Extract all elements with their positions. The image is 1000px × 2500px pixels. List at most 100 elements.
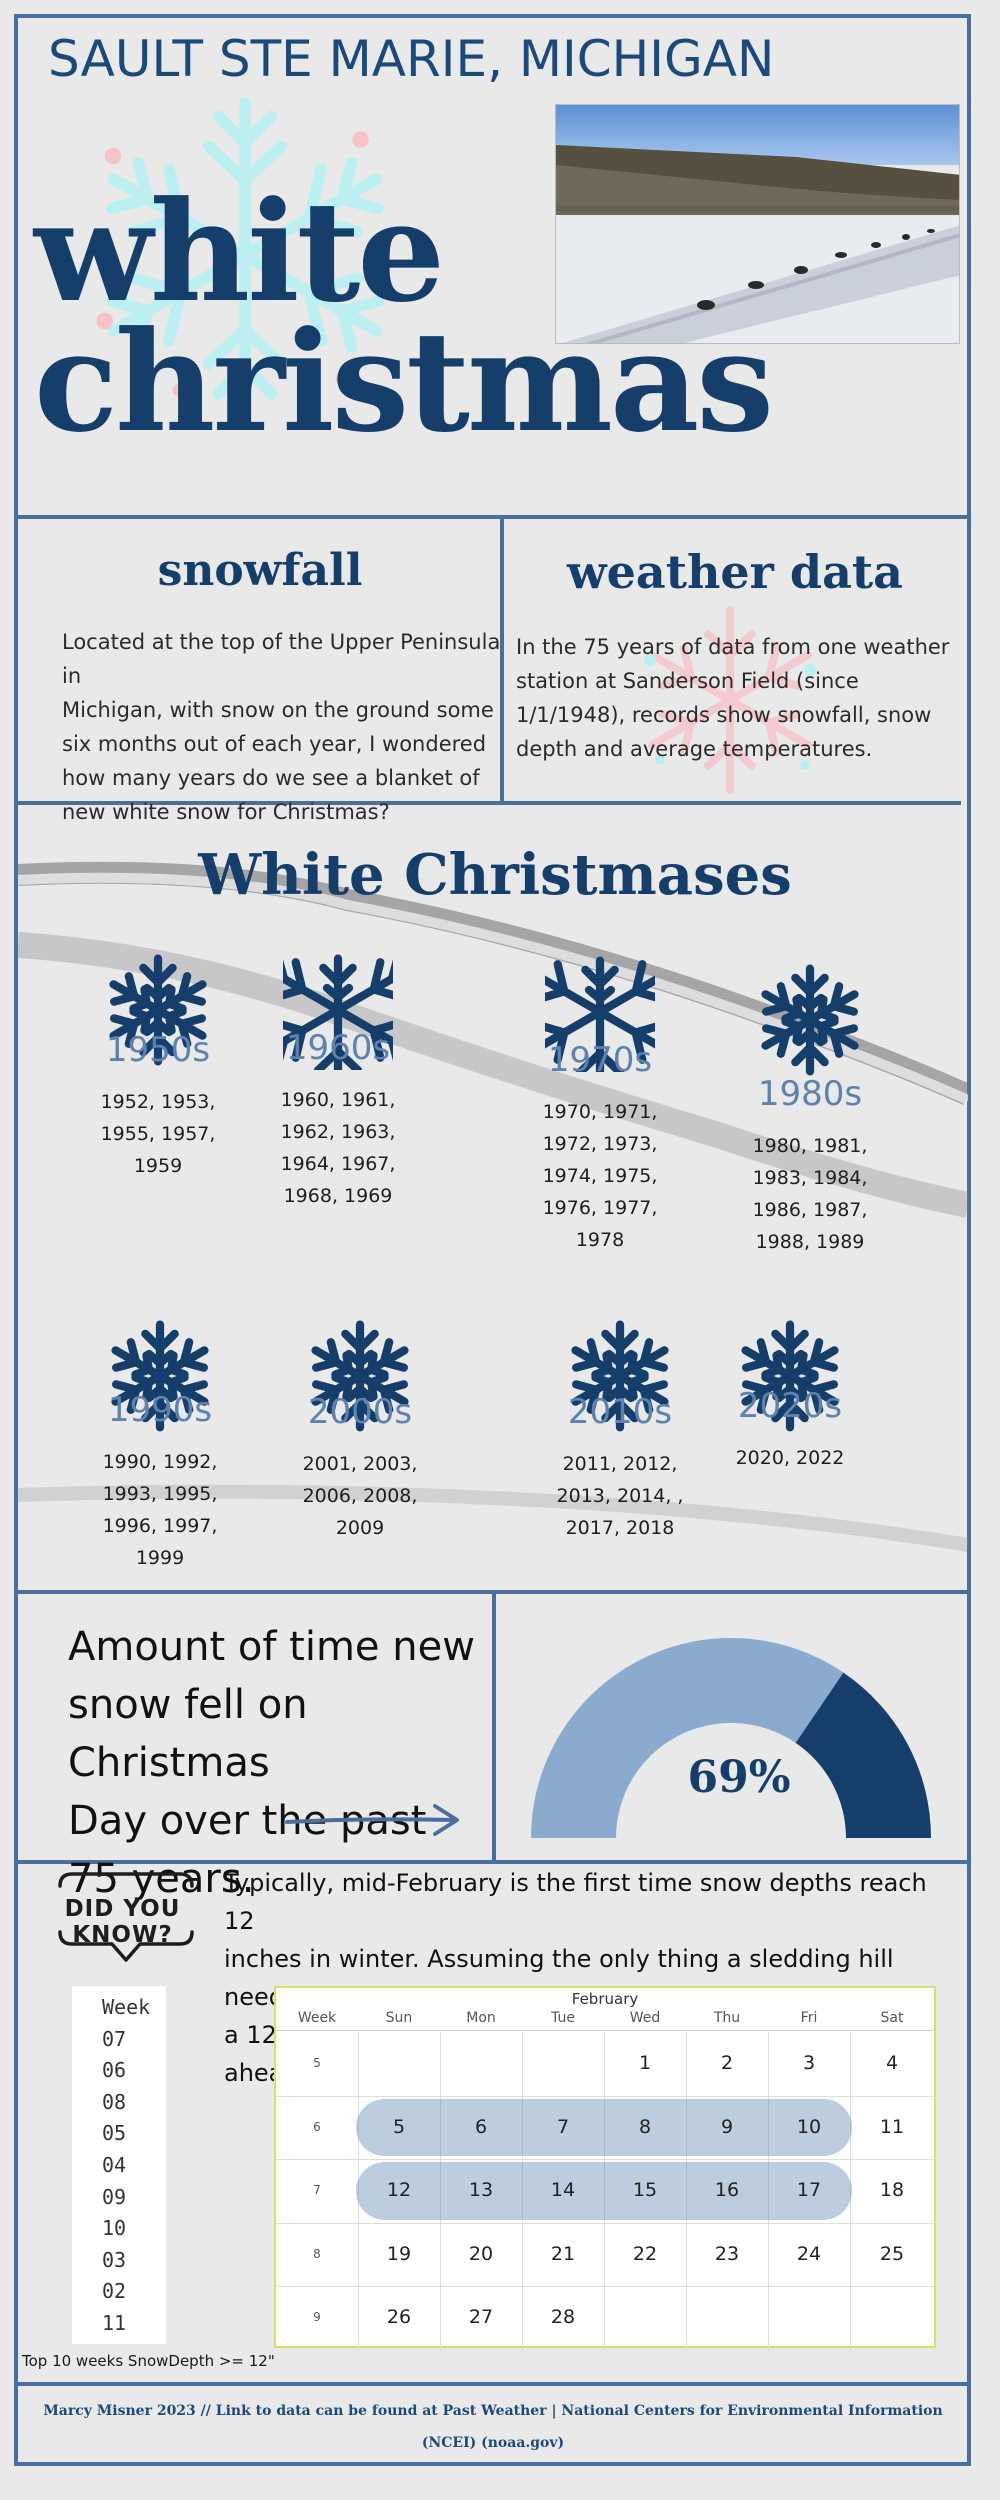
calendar-week-number: 6 — [313, 2119, 321, 2134]
snowflake-icon — [260, 1316, 460, 1440]
decade-years-line: 2017, 2018 — [565, 1517, 675, 1539]
decade-label: 1970s — [547, 1040, 653, 1080]
decade-years: 2001, 2003, 2006, 2008, 2009 — [260, 1448, 460, 1544]
calendar-day: 14 — [550, 2179, 576, 2201]
decade-years-line: 1976, 1977, — [542, 1197, 658, 1219]
divider-stat — [492, 1590, 496, 1862]
snowfall-line: how many years do we see a blanket of — [62, 766, 480, 790]
calendar-grid-line — [276, 2222, 934, 2224]
week-item: 04 — [102, 2152, 127, 2177]
decade-years-line: 1964, 1967, — [280, 1153, 396, 1175]
week-item: 07 — [102, 2026, 127, 2051]
calendar-grid-line — [850, 2032, 851, 2350]
footer-line: Marcy Misner 2023 // Link to data can be… — [43, 2403, 943, 2419]
calendar-column-header: Sat — [880, 2010, 904, 2026]
snowflake-icon — [710, 960, 910, 1084]
snowflake-icon — [520, 1316, 720, 1440]
calendar-grid-line — [276, 2095, 934, 2097]
calendar-week-highlight — [356, 2162, 852, 2220]
snowflake-icon — [238, 950, 438, 1074]
calendar-day: 22 — [632, 2242, 658, 2265]
snowflake-icon — [500, 952, 700, 1076]
calendar-day: 16 — [714, 2179, 740, 2201]
calendar-day: 28 — [550, 2306, 576, 2328]
week-item: 05 — [102, 2121, 127, 2146]
calendar-week-number: 9 — [313, 2310, 321, 2324]
decade-2010s: 2010s 2011, 2012, 2013, 2014, , 2017, 2018 — [520, 1316, 720, 1539]
decade-years-line: 1988, 1989 — [755, 1231, 865, 1253]
calendar-day: 1 — [638, 2052, 652, 2074]
decade-years-line: 2013, 2014, , — [556, 1485, 684, 1507]
snowflake-icon — [60, 1316, 260, 1440]
weather-data-heading: weather data — [567, 545, 903, 599]
decade-years-line: 2001, 2003, — [302, 1453, 418, 1475]
title-white: white — [34, 170, 445, 333]
decade-label: 1990s — [107, 1390, 213, 1430]
stat-line: snow fell on Christmas — [68, 1682, 308, 1786]
decade-2000s: 2000s 2001, 2003, 2006, 2008, 2009 — [260, 1316, 460, 1539]
decade-years: 2011, 2012, 2013, 2014, , 2017, 2018 — [520, 1448, 720, 1544]
decade-label: 2000s — [307, 1392, 413, 1432]
calendar-day: 12 — [386, 2179, 412, 2201]
calendar-day: 23 — [714, 2242, 740, 2265]
place-title: SAULT STE MARIE, MICHIGAN — [48, 30, 775, 88]
stat-line: Amount of time new — [68, 1624, 475, 1670]
calendar-header-divider — [276, 2030, 934, 2031]
calendar-day: 18 — [879, 2179, 905, 2201]
decade-1980s: 1980s 1980, 1981, 1983, 1984, 1986, 1987, 19… — [710, 960, 910, 1253]
divider-footer — [14, 2382, 971, 2386]
snowmobile-race-photo — [555, 104, 960, 344]
white-christmases-heading: White Christmases — [198, 842, 792, 908]
decade-1950s: 1950s 1952, 1953, 1955, 1957, 1959 — [58, 950, 258, 1177]
decade-label: 1950s — [105, 1030, 211, 1070]
week-item: 02 — [102, 2279, 127, 2304]
top-weeks-caption: Top 10 weeks SnowDepth >= 12" — [22, 2352, 275, 2370]
calendar-grid-line — [522, 2032, 523, 2350]
decade-years-line: 2009 — [335, 1517, 385, 1539]
calendar-day: 11 — [879, 2115, 905, 2138]
decade-label: 1980s — [757, 1074, 863, 1114]
divider-stat-bottom — [14, 1860, 971, 1864]
decade-years: 2020, 2022 — [690, 1442, 890, 1474]
gauge-track — [531, 1638, 844, 1838]
decade-years-line: 1996, 1997, — [102, 1515, 218, 1537]
calendar-day: 21 — [550, 2242, 576, 2265]
decade-label: 2020s — [737, 1386, 843, 1426]
calendar-grid-line — [440, 2032, 441, 2350]
calendar-column-header: Week — [297, 2010, 337, 2026]
snowflake-icon — [58, 950, 258, 1074]
calendar-day: 19 — [386, 2242, 412, 2265]
arrow-right-icon — [285, 1804, 459, 1836]
decade-years-line: 1962, 1963, — [280, 1121, 396, 1143]
calendar-grid-line — [604, 2032, 605, 2350]
calendar-week-number: 5 — [313, 2056, 321, 2070]
calendar-day: 9 — [720, 2115, 734, 2138]
decade-years-line: 1999 — [135, 1547, 185, 1569]
calendar-day: 5 — [392, 2115, 406, 2138]
top-weeks-list: Week 07 06 08 05 04 09 10 03 02 11 — [72, 1986, 166, 2344]
decade-years-line: 1972, 1973, — [542, 1133, 658, 1155]
snowfall-line: six months out of each year, I wondered — [62, 732, 487, 756]
divider-intro-bottom — [14, 801, 961, 805]
calendar-grid-line — [276, 2159, 934, 2160]
week-item: 11 — [102, 2310, 127, 2335]
calendar-day: 7 — [556, 2115, 570, 2138]
decade-years-line: 1970, 1971, — [542, 1101, 658, 1123]
snowflake-icon — [690, 1316, 890, 1440]
calendar-day: 15 — [632, 2179, 658, 2201]
weather-data-paragraph: In the 75 years of data from one weather… — [516, 630, 956, 766]
decade-years-line: 1990, 1992, — [102, 1451, 218, 1473]
did-you-know-line: Typically, mid-February is the first tim… — [224, 1869, 927, 1935]
week-list-header: Week — [102, 1995, 151, 2019]
snowfall-line: Michigan, with snow on the ground some — [62, 698, 494, 722]
calendar-day: 10 — [796, 2115, 822, 2138]
decade-years-line: 1959 — [133, 1155, 183, 1177]
page-frame — [14, 14, 971, 2466]
calendar-week-highlight — [356, 2098, 852, 2156]
decade-1970s: 1970s 1970, 1971, 1972, 1973, 1974, 1975, 19… — [500, 952, 700, 1251]
calendar-day: 20 — [468, 2242, 494, 2265]
calendar-column-header: Thu — [713, 2010, 741, 2026]
decade-years-line: 1974, 1975, — [542, 1165, 658, 1187]
decade-2020s: 2020s 2020, 2022 — [690, 1316, 890, 1469]
week-item: 09 — [102, 2184, 127, 2209]
